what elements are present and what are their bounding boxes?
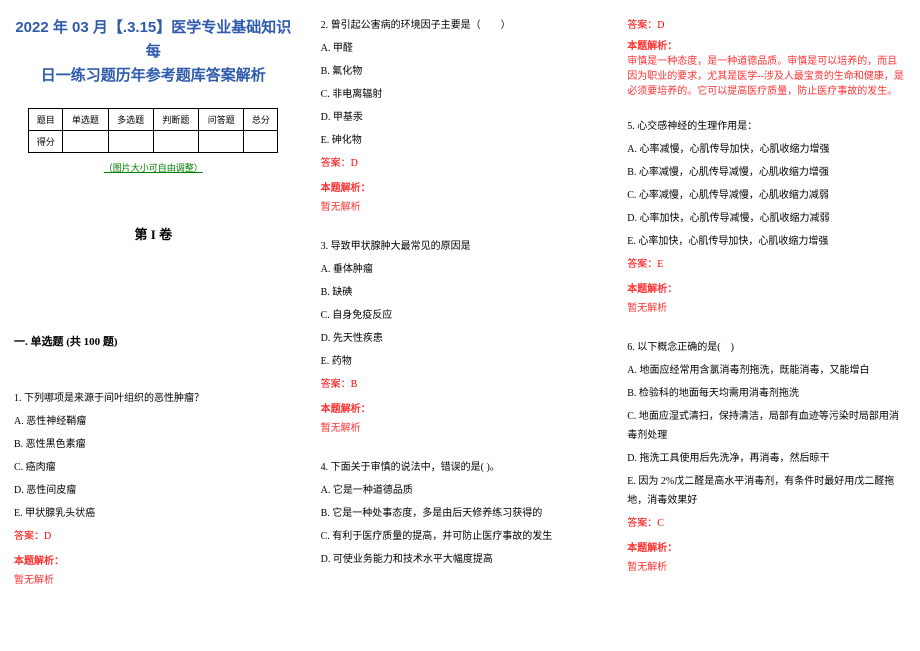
option-b: B. 检验科的地面每天均需用消毒剂拖洗 <box>627 384 906 403</box>
option-e: E. 心率加快，心肌传导加快，心肌收缩力增强 <box>627 232 906 251</box>
question-stem: 5. 心交感神经的生理作用是： <box>627 117 906 136</box>
td-empty <box>199 131 244 153</box>
analysis-label: 本题解析： <box>627 280 906 299</box>
image-adjust-note: （图片大小可自由调整） <box>14 161 293 174</box>
question-stem: 1. 下列哪项是来源于间叶组织的恶性肿瘤？ <box>14 389 293 408</box>
option-d: D. 可使业务能力和技术水平大幅度提高 <box>321 550 600 569</box>
question-stem: 3. 导致甲状腺肿大最常见的原因是 <box>321 237 600 256</box>
option-c: C. 心率减慢，心肌传导减慢，心肌收缩力减弱 <box>627 186 906 205</box>
question-5: 5. 心交感神经的生理作用是： A. 心率减慢，心肌传导加快，心肌收缩力增强 B… <box>627 117 906 318</box>
option-c: C. 非电离辐射 <box>321 85 600 104</box>
question-4-cont: 答案：D 本题解析： 审慎是一种态度，是一种道德品质。审慎是可以培养的，而且因为… <box>627 16 906 97</box>
option-d: D. 先天性疾患 <box>321 329 600 348</box>
option-c: C. 自身免疫反应 <box>321 306 600 325</box>
analysis-text: 暂无解析 <box>627 558 906 577</box>
th-单选题: 单选题 <box>63 109 108 131</box>
option-a: A. 垂体肿瘤 <box>321 260 600 279</box>
th-问答题: 问答题 <box>199 109 244 131</box>
option-d: D. 心率加快，心肌传导减慢，心肌收缩力减弱 <box>627 209 906 228</box>
analysis-text: 审慎是一种态度，是一种道德品质。审慎是可以培养的，而且因为职业的要求，尤其是医学… <box>627 52 906 97</box>
analysis-label: 本题解析： <box>627 37 906 52</box>
option-e: E. 药物 <box>321 352 600 371</box>
column-1: 2022 年 03 月【.3.15】医学专业基础知识每 日一练习题历年参考题库答… <box>0 0 307 651</box>
td-empty <box>244 131 278 153</box>
question-3: 3. 导致甲状腺肿大最常见的原因是 A. 垂体肿瘤 B. 缺碘 C. 自身免疫反… <box>321 237 600 438</box>
option-b: B. 恶性黑色素瘤 <box>14 435 293 454</box>
option-e: E. 甲状腺乳头状癌 <box>14 504 293 523</box>
td-得分-label: 得分 <box>29 131 63 153</box>
table-row: 题目 单选题 多选题 判断题 问答题 总分 <box>29 109 278 131</box>
score-table: 题目 单选题 多选题 判断题 问答题 总分 得分 <box>28 108 278 153</box>
column-2: 2. 曾引起公害病的环境因子主要是（ ） A. 甲醛 B. 氟化物 C. 非电离… <box>307 0 614 651</box>
option-a: A. 心率减慢，心肌传导加快，心肌收缩力增强 <box>627 140 906 159</box>
option-b: B. 缺碘 <box>321 283 600 302</box>
th-总分: 总分 <box>244 109 278 131</box>
option-a: A. 地面应经常用含氯消毒剂拖洗，既能消毒，又能增白 <box>627 361 906 380</box>
th-题目: 题目 <box>29 109 63 131</box>
td-empty <box>63 131 108 153</box>
option-a: A. 恶性神经鞘瘤 <box>14 412 293 431</box>
section-title: 一. 单选题 (共 100 题) <box>14 333 293 349</box>
option-e: E. 砷化物 <box>321 131 600 150</box>
option-d: D. 拖洗工具使用后先洗净，再消毒，然后晾干 <box>627 449 906 468</box>
option-b: B. 心率减慢，心肌传导减慢，心肌收缩力增强 <box>627 163 906 182</box>
question-stem: 2. 曾引起公害病的环境因子主要是（ ） <box>321 16 600 35</box>
option-d: D. 恶性间皮瘤 <box>14 481 293 500</box>
analysis-label: 本题解析： <box>627 539 906 558</box>
td-empty <box>153 131 198 153</box>
answer-text: 答案：D <box>627 16 906 31</box>
option-b: B. 它是一种处事态度，多是由后天修养练习获得的 <box>321 504 600 523</box>
analysis-label: 本题解析： <box>14 552 293 571</box>
document-title: 2022 年 03 月【.3.15】医学专业基础知识每 日一练习题历年参考题库答… <box>14 16 293 88</box>
volume-title: 第 I 卷 <box>14 224 293 243</box>
title-line-2: 日一练习题历年参考题库答案解析 <box>41 67 266 84</box>
answer-text: 答案：B <box>321 375 600 394</box>
analysis-text: 暂无解析 <box>321 198 600 217</box>
answer-text: 答案：D <box>321 154 600 173</box>
answer-text: 答案：E <box>627 255 906 274</box>
option-c: C. 地面应湿式清扫，保持清洁，局部有血迹等污染时局部用消毒剂处理 <box>627 407 906 445</box>
th-判断题: 判断题 <box>153 109 198 131</box>
title-line-1: 2022 年 03 月【.3.15】医学专业基础知识每 <box>15 19 291 60</box>
option-c: C. 癌肉瘤 <box>14 458 293 477</box>
option-b: B. 氟化物 <box>321 62 600 81</box>
question-2: 2. 曾引起公害病的环境因子主要是（ ） A. 甲醛 B. 氟化物 C. 非电离… <box>321 16 600 217</box>
analysis-label: 本题解析： <box>321 400 600 419</box>
th-多选题: 多选题 <box>108 109 153 131</box>
answer-text: 答案：C <box>627 514 906 533</box>
question-1: 1. 下列哪项是来源于间叶组织的恶性肿瘤？ A. 恶性神经鞘瘤 B. 恶性黑色素… <box>14 389 293 590</box>
td-empty <box>108 131 153 153</box>
analysis-text: 暂无解析 <box>627 299 906 318</box>
option-e: E. 因为 2%戊二醛是高水平消毒剂，有条件时最好用戊二醛拖地，消毒效果好 <box>627 472 906 510</box>
question-4-partial: 4. 下面关于审慎的说法中，错误的是( )。 A. 它是一种道德品质 B. 它是… <box>321 458 600 569</box>
option-c: C. 有利于医疗质量的提高，并可防止医疗事故的发生 <box>321 527 600 546</box>
answer-text: 答案：D <box>14 527 293 546</box>
question-stem: 6. 以下概念正确的是( ) <box>627 338 906 357</box>
question-6: 6. 以下概念正确的是( ) A. 地面应经常用含氯消毒剂拖洗，既能消毒，又能增… <box>627 338 906 577</box>
table-row: 得分 <box>29 131 278 153</box>
option-a: A. 它是一种道德品质 <box>321 481 600 500</box>
analysis-text: 暂无解析 <box>321 419 600 438</box>
column-3: 答案：D 本题解析： 审慎是一种态度，是一种道德品质。审慎是可以培养的，而且因为… <box>613 0 920 651</box>
analysis-label: 本题解析： <box>321 179 600 198</box>
question-stem: 4. 下面关于审慎的说法中，错误的是( )。 <box>321 458 600 477</box>
option-a: A. 甲醛 <box>321 39 600 58</box>
analysis-text: 暂无解析 <box>14 571 293 590</box>
option-d: D. 甲基汞 <box>321 108 600 127</box>
